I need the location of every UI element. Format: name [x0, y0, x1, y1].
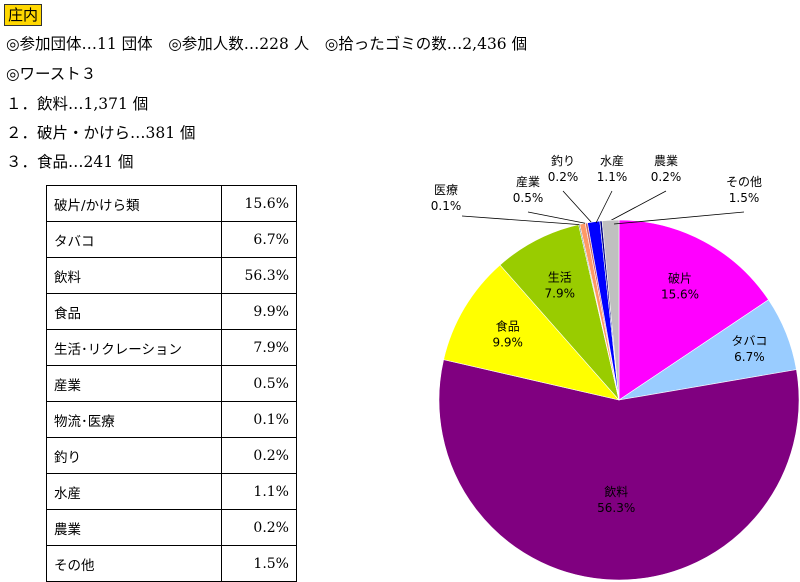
- category-percent: 7.9%: [221, 329, 297, 366]
- slice-label: タバコ: [731, 334, 767, 348]
- worst3-item-3: ３．食品…241 個: [6, 153, 134, 171]
- category-percent: 9.9%: [221, 293, 297, 330]
- slice-label: その他: [726, 175, 762, 189]
- leader-line: [562, 190, 593, 224]
- slice-label: 釣り: [551, 153, 575, 168]
- pie-slice-4: [443, 264, 620, 401]
- worst3-title: ◎ワースト３: [6, 65, 97, 83]
- slice-value-label: 0.2%: [651, 170, 682, 184]
- summary-trash-count: ◎拾ったゴミの数…2,436 個: [324, 35, 528, 53]
- slice-label: 農業: [654, 154, 678, 168]
- table-row: 生活･リクレーション 7.9%: [46, 329, 297, 366]
- slice-label: 水産: [600, 153, 624, 168]
- category-percent: 15.6%: [221, 185, 297, 222]
- table-row: 産業 0.5%: [46, 365, 297, 402]
- slice-label: 産業: [516, 174, 540, 189]
- slice-value-label: 9.9%: [492, 336, 523, 350]
- pie-slice-11: [601, 219, 620, 401]
- slice-value-label: 0.5%: [513, 191, 544, 205]
- summary-line: ◎参加団体…11 団体 ◎参加人数…228 人 ◎拾ったゴミの数…2,436 個: [6, 32, 527, 54]
- slice-value-label: 15.6%: [661, 288, 699, 302]
- pie-slice-3: [438, 359, 800, 581]
- worst3-item-1: １．飲料…1,371 個: [6, 95, 149, 113]
- category-name: 生活･リクレーション: [46, 329, 222, 366]
- table-row: タバコ 6.7%: [46, 221, 297, 258]
- leader-line: [605, 190, 667, 224]
- leader-line: [595, 190, 613, 224]
- category-name: 農業: [46, 509, 222, 546]
- category-percent: 0.5%: [221, 365, 297, 402]
- table-row: 釣り 0.2%: [46, 437, 297, 474]
- slice-label: 医療: [434, 183, 458, 197]
- leader-line: [461, 215, 586, 226]
- slice-label: 飲料: [604, 484, 628, 499]
- category-name: 飲料: [46, 257, 222, 294]
- slice-value-label: 7.9%: [545, 287, 576, 301]
- table-row: 農業 0.2%: [46, 509, 297, 546]
- category-percent: 0.2%: [221, 509, 297, 546]
- pie-slice-1: [618, 219, 769, 401]
- category-percent: 56.3%: [221, 257, 297, 294]
- leader-line: [527, 211, 590, 225]
- category-percent: 6.7%: [221, 221, 297, 258]
- slice-value-label: 56.3%: [597, 501, 635, 515]
- category-name: 釣り: [46, 437, 222, 474]
- summary-groups: ◎参加団体…11 団体: [6, 35, 153, 53]
- region-tag: 庄内: [4, 4, 43, 26]
- slice-value-label: 0.1%: [431, 199, 462, 213]
- slice-value-label: 1.5%: [729, 191, 760, 205]
- slice-label: 生活: [548, 271, 572, 285]
- category-name: 物流･医療: [46, 401, 222, 438]
- category-name: 食品: [46, 293, 222, 330]
- slice-value-label: 6.7%: [734, 350, 765, 364]
- table-row: 破片/かけら類 15.6%: [46, 185, 297, 222]
- table-row: 物流･医療 0.1%: [46, 401, 297, 438]
- slice-label: 食品: [496, 319, 520, 334]
- slice-label: 破片: [668, 271, 692, 286]
- leader-line: [613, 211, 745, 225]
- slice-value-label: 0.2%: [548, 170, 579, 184]
- category-name: 破片/かけら類: [46, 185, 222, 222]
- category-table: 破片/かけら類 15.6% タバコ 6.7% 飲料 56.3% 食品 9.9% 生活･リ…: [46, 185, 297, 582]
- table-row: 飲料 56.3%: [46, 257, 297, 294]
- worst3-item-2: ２．破片・かけら…381 個: [6, 124, 196, 142]
- table-row: 食品 9.9%: [46, 293, 297, 330]
- summary-participants: ◎参加人数…228 人: [168, 35, 310, 53]
- slice-value-label: 1.1%: [597, 170, 628, 184]
- category-percent: 0.1%: [221, 401, 297, 438]
- category-name: 産業: [46, 365, 222, 402]
